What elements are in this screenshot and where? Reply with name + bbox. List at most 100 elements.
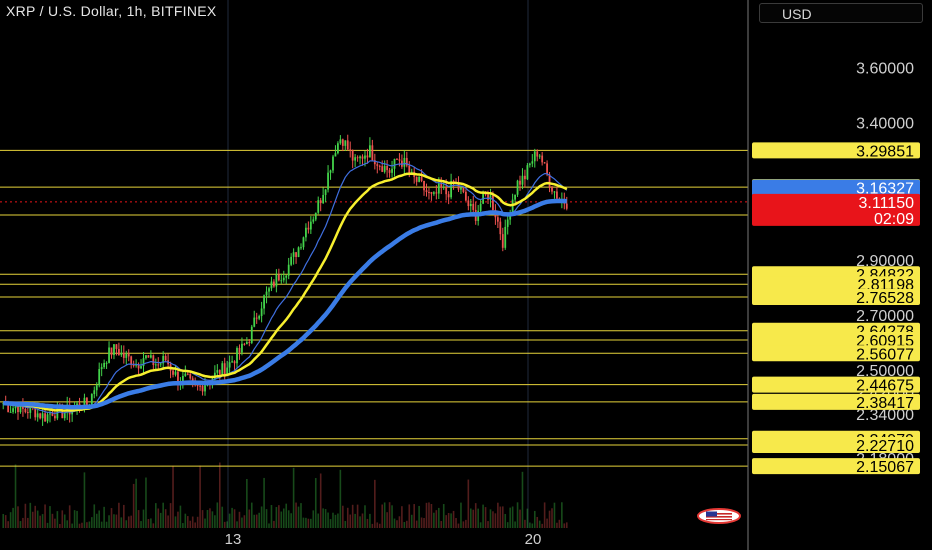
volume-bar — [221, 506, 224, 528]
volume-bar — [145, 477, 147, 528]
volume-bar — [312, 510, 315, 528]
candle-body — [386, 165, 389, 171]
volume-bar — [489, 509, 492, 528]
volume-bar — [465, 519, 467, 528]
volume-bar — [179, 505, 182, 528]
candle-body — [378, 165, 381, 167]
candle-body — [19, 402, 22, 413]
candle-body — [154, 364, 157, 366]
candle-body — [383, 165, 386, 172]
candle-body — [29, 405, 32, 413]
candle-body — [258, 316, 261, 319]
currency-selector[interactable]: USD — [759, 3, 923, 23]
volume-bar — [243, 515, 246, 528]
volume-bar — [469, 508, 472, 528]
candle-body — [255, 317, 258, 319]
candle-body — [556, 191, 558, 199]
volume-bar — [455, 518, 457, 528]
volume-bar — [206, 509, 209, 528]
volume-bar — [86, 522, 88, 528]
flag-icon[interactable] — [697, 508, 741, 524]
candle-body — [447, 194, 450, 198]
candle-body — [149, 355, 152, 358]
volume-bar — [565, 522, 568, 528]
candle-body — [39, 413, 42, 419]
volume-bar — [88, 521, 91, 528]
candle-body — [300, 247, 302, 249]
volume-bar — [142, 509, 145, 528]
candle-body — [511, 199, 514, 213]
volume-bar — [118, 502, 120, 528]
volume-bar — [285, 503, 288, 528]
candle-body — [248, 341, 251, 343]
candle-body — [44, 413, 46, 422]
candle-body — [361, 156, 364, 159]
candle-body — [277, 274, 280, 281]
candle-body — [521, 175, 524, 185]
volume-bar — [307, 518, 310, 528]
candle-body — [430, 192, 433, 194]
volume-bar — [4, 515, 7, 528]
volume-bar — [509, 507, 511, 528]
candle-body — [437, 183, 440, 194]
volume-bar — [378, 523, 381, 528]
candle-body — [263, 295, 265, 309]
volume-bar — [36, 510, 39, 528]
volume-bar — [334, 514, 337, 528]
candle-body — [115, 344, 118, 349]
ema-slow-line — [3, 198, 567, 410]
volume-bar — [467, 479, 470, 528]
volume-bar — [462, 521, 465, 528]
candle-body — [388, 170, 391, 173]
volume-bar — [492, 511, 494, 528]
candle-body — [396, 158, 398, 160]
candle-body — [108, 347, 110, 363]
volume-bar — [214, 515, 216, 528]
candle-body — [140, 366, 142, 369]
volume-bar — [324, 509, 327, 528]
volume-bar — [120, 517, 123, 528]
volume-bar — [290, 513, 292, 528]
candle-body — [371, 145, 374, 161]
volume-bar — [457, 523, 460, 528]
volume-bar — [516, 502, 519, 528]
candle-body — [533, 151, 536, 162]
volume-bar — [103, 506, 105, 528]
candle-body — [147, 355, 150, 358]
candle-body — [226, 367, 229, 375]
volume-bar — [430, 503, 433, 528]
volume-bar — [356, 504, 359, 528]
candle-body — [354, 157, 357, 161]
volume-bar — [452, 510, 455, 528]
volume-bar — [383, 502, 386, 528]
candle-body — [201, 385, 204, 392]
volume-bar — [17, 506, 19, 528]
candle-body — [479, 203, 482, 211]
candle-body — [243, 343, 246, 345]
volume-bar — [150, 518, 152, 528]
volume-bar — [68, 505, 71, 528]
volume-bar — [511, 506, 514, 528]
candle-body — [501, 234, 504, 248]
volume-bar — [95, 513, 98, 528]
volume-bar — [529, 522, 531, 528]
candle-body — [90, 394, 93, 406]
candle-body — [270, 281, 273, 289]
candle-body — [117, 348, 120, 356]
volume-bar — [403, 521, 406, 528]
volume-bar — [302, 517, 305, 528]
candle-body — [105, 362, 108, 364]
volume-bar — [204, 518, 206, 528]
volume-bar — [125, 520, 128, 528]
candle-body — [236, 347, 238, 364]
volume-bar — [482, 504, 484, 528]
candle-body — [199, 385, 201, 387]
volume-bar — [44, 504, 46, 528]
candle-body — [462, 187, 465, 192]
volume-bar — [406, 520, 408, 528]
volume-bar — [339, 469, 342, 528]
level-label-bg — [752, 142, 920, 159]
candle-body — [346, 140, 349, 150]
candle-body — [86, 397, 88, 407]
